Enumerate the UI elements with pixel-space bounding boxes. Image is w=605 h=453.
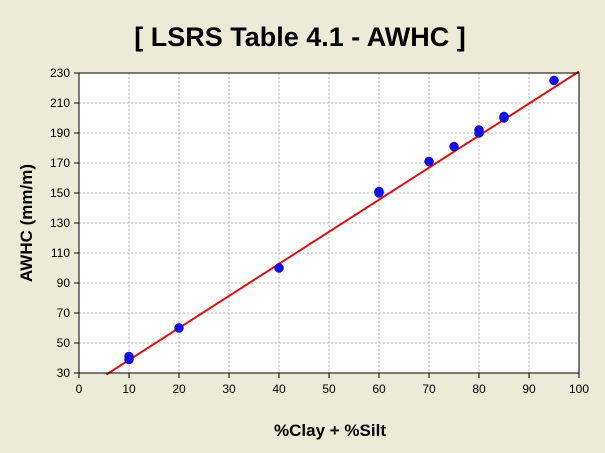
x-tick-label: 30	[222, 382, 236, 396]
data-point	[549, 75, 559, 86]
data-point	[474, 128, 484, 138]
x-tick-label: 80	[472, 382, 486, 396]
x-tick-label: 40	[272, 382, 286, 396]
chart-title: [ LSRS Table 4.1 - AWHC ]	[134, 22, 466, 52]
x-tick-label: 10	[122, 382, 136, 396]
fit-line-layer	[105, 70, 580, 376]
y-tick-label: 90	[57, 276, 71, 290]
x-tick-label: 0	[76, 382, 83, 396]
y-tick-label: 230	[50, 66, 70, 80]
x-axis-ticks: 0 10 20 30 40 50 60 70 80 90 100	[76, 373, 589, 396]
y-axis-ticks: 30 50 70 90 110 130 150 170 190 210 230	[50, 66, 79, 380]
data-point	[449, 141, 459, 152]
data-point	[374, 188, 384, 198]
y-tick-label: 70	[57, 306, 71, 320]
x-tick-label: 100	[569, 382, 589, 396]
y-tick-label: 30	[57, 366, 71, 380]
y-tick-label: 210	[50, 96, 70, 110]
y-tick-label: 50	[57, 336, 71, 350]
y-tick-label: 170	[50, 156, 70, 170]
x-tick-label: 20	[172, 382, 186, 396]
x-tick-label: 90	[522, 382, 536, 396]
x-tick-label: 50	[322, 382, 336, 396]
y-tick-label: 130	[50, 216, 70, 230]
data-point	[174, 323, 184, 333]
data-point	[424, 156, 434, 167]
data-point	[499, 113, 509, 123]
x-axis-label: %Clay + %Silt	[274, 421, 386, 440]
data-points	[124, 75, 559, 365]
y-tick-label: 150	[50, 186, 70, 200]
x-tick-label: 70	[422, 382, 436, 396]
grid	[79, 73, 579, 373]
data-point	[274, 263, 284, 273]
y-tick-label: 190	[50, 126, 70, 140]
x-tick-label: 60	[372, 382, 386, 396]
y-axis-label: AWHC (mm/m)	[17, 164, 36, 282]
fit-line	[105, 70, 580, 376]
y-tick-label: 110	[51, 246, 70, 260]
data-point	[124, 354, 134, 365]
